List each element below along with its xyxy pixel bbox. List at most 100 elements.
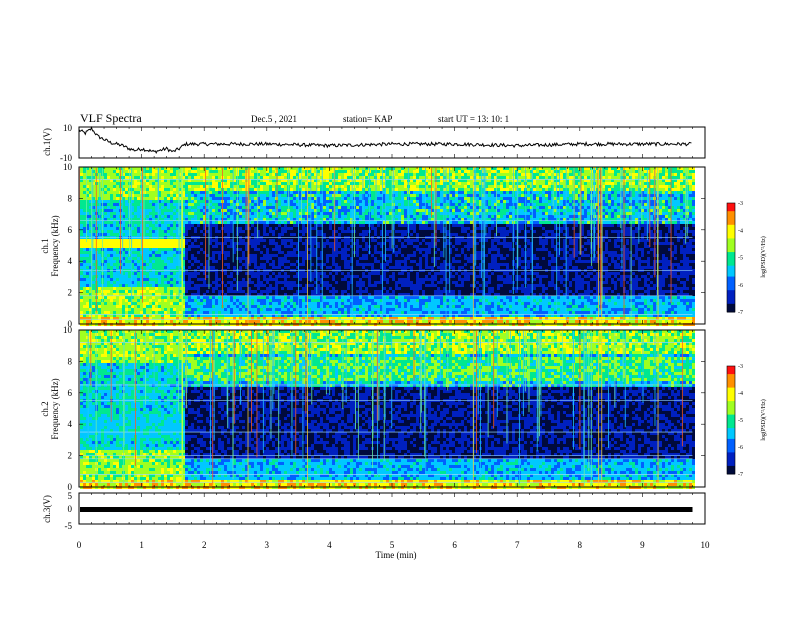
spectrogram-cell: [146, 239, 149, 242]
spectrogram-cell: [125, 170, 128, 173]
spectrogram-cell: [83, 215, 86, 218]
spectrogram-cell: [215, 299, 218, 302]
spectrogram-cell: [116, 173, 119, 176]
spectrogram-cell: [191, 239, 194, 242]
spectrogram-cell: [164, 221, 167, 224]
spectrogram-cell: [143, 182, 146, 185]
spectrogram-cell: [209, 209, 212, 212]
spectrogram-cell: [194, 191, 197, 194]
spectrogram-cell: [137, 233, 140, 236]
spectrogram-cell: [209, 287, 212, 290]
spectrogram-cell: [152, 197, 155, 200]
spectrogram-cell: [167, 176, 170, 179]
spectrogram-cell: [104, 284, 107, 287]
spectrogram-cell: [143, 257, 146, 260]
spectrogram-cell: [128, 266, 131, 269]
spectrogram-cell: [149, 182, 152, 185]
spectrogram-cell: [107, 170, 110, 173]
spectrogram-cell: [83, 224, 86, 227]
spectrogram-cell: [170, 230, 173, 233]
spectrogram-cell: [110, 185, 113, 188]
spectrogram-cell: [215, 206, 218, 209]
spectrogram-cell: [194, 257, 197, 260]
spectrogram-cell: [83, 311, 86, 314]
spectrogram-cell: [218, 266, 221, 269]
spectrogram-cell: [125, 290, 128, 293]
spectrogram-cell: [80, 308, 83, 311]
spectrogram-cell: [188, 173, 191, 176]
spectrogram-cell: [128, 308, 131, 311]
spectrogram-cell: [134, 191, 137, 194]
spectrogram-cell: [200, 176, 203, 179]
spectrogram-cell: [185, 188, 188, 191]
spectrogram-cell: [170, 311, 173, 314]
spectrogram-cell: [200, 215, 203, 218]
spectrogram-cell: [200, 254, 203, 257]
spectrogram-cell: [80, 299, 83, 302]
spectrogram-cell: [173, 230, 176, 233]
spectrogram-cell: [164, 275, 167, 278]
spectrogram-cell: [143, 191, 146, 194]
spectrogram-cell: [152, 188, 155, 191]
spectrogram-cell: [173, 203, 176, 206]
spectrogram-cell: [209, 251, 212, 254]
spectrogram-cell: [218, 254, 221, 257]
spectrogram-cell: [107, 233, 110, 236]
spectrogram-cell: [104, 197, 107, 200]
spectrogram-cell: [212, 209, 215, 212]
spectrogram-cell: [104, 278, 107, 281]
spectrogram-cell: [152, 206, 155, 209]
spectrogram-cell: [134, 311, 137, 314]
spectrogram-cell: [173, 239, 176, 242]
spectrogram-cell: [212, 212, 215, 215]
spectrogram-cell: [161, 197, 164, 200]
spectrogram-cell: [167, 170, 170, 173]
spectrogram-cell: [209, 254, 212, 257]
spectrogram-cell: [152, 287, 155, 290]
spectrogram-cell: [227, 227, 230, 230]
spectrogram-cell: [185, 227, 188, 230]
spectrogram-cell: [113, 290, 116, 293]
spectrogram-cell: [173, 308, 176, 311]
spectrogram-cell: [227, 194, 230, 197]
spectrogram-cell: [137, 200, 140, 203]
spectrogram-cell: [110, 275, 113, 278]
spectrogram-cell: [167, 305, 170, 308]
spectrogram-cell: [215, 197, 218, 200]
spectrogram-cell: [185, 290, 188, 293]
spectrogram-cell: [167, 248, 170, 251]
spectrogram-cell: [164, 206, 167, 209]
spectrogram-cell: [167, 191, 170, 194]
spectrogram-cell: [110, 173, 113, 176]
spectrogram-cell: [107, 230, 110, 233]
spectrogram-cell: [191, 170, 194, 173]
spectrogram-cell: [83, 272, 86, 275]
spectrogram-cell: [185, 185, 188, 188]
spectrogram-cell: [188, 272, 191, 275]
spectrogram-cell: [116, 260, 119, 263]
spectrogram-cell: [152, 272, 155, 275]
spectrogram-cell: [104, 281, 107, 284]
spectrogram-cell: [146, 194, 149, 197]
spectrogram-cell: [194, 182, 197, 185]
spectrogram-cell: [158, 308, 161, 311]
spectrogram-cell: [146, 188, 149, 191]
spectrogram-cell: [110, 212, 113, 215]
spectrogram-cell: [173, 242, 176, 245]
spectrogram-cell: [194, 302, 197, 305]
spectrogram-cell: [146, 182, 149, 185]
spectrogram-cell: [224, 257, 227, 260]
spectrogram-cell: [194, 227, 197, 230]
spectrogram-cell: [128, 260, 131, 263]
spectrogram-cell: [188, 251, 191, 254]
spectrogram-cell: [203, 308, 206, 311]
spectrogram-cell: [134, 224, 137, 227]
spectrogram-cell: [197, 212, 200, 215]
spectrogram-cell: [107, 173, 110, 176]
spectrogram-cell: [143, 239, 146, 242]
spectrogram-cell: [212, 224, 215, 227]
spectrogram-cell: [224, 290, 227, 293]
spectrogram-cell: [191, 176, 194, 179]
spectrogram-cell: [134, 287, 137, 290]
spectrogram-cell: [212, 308, 215, 311]
